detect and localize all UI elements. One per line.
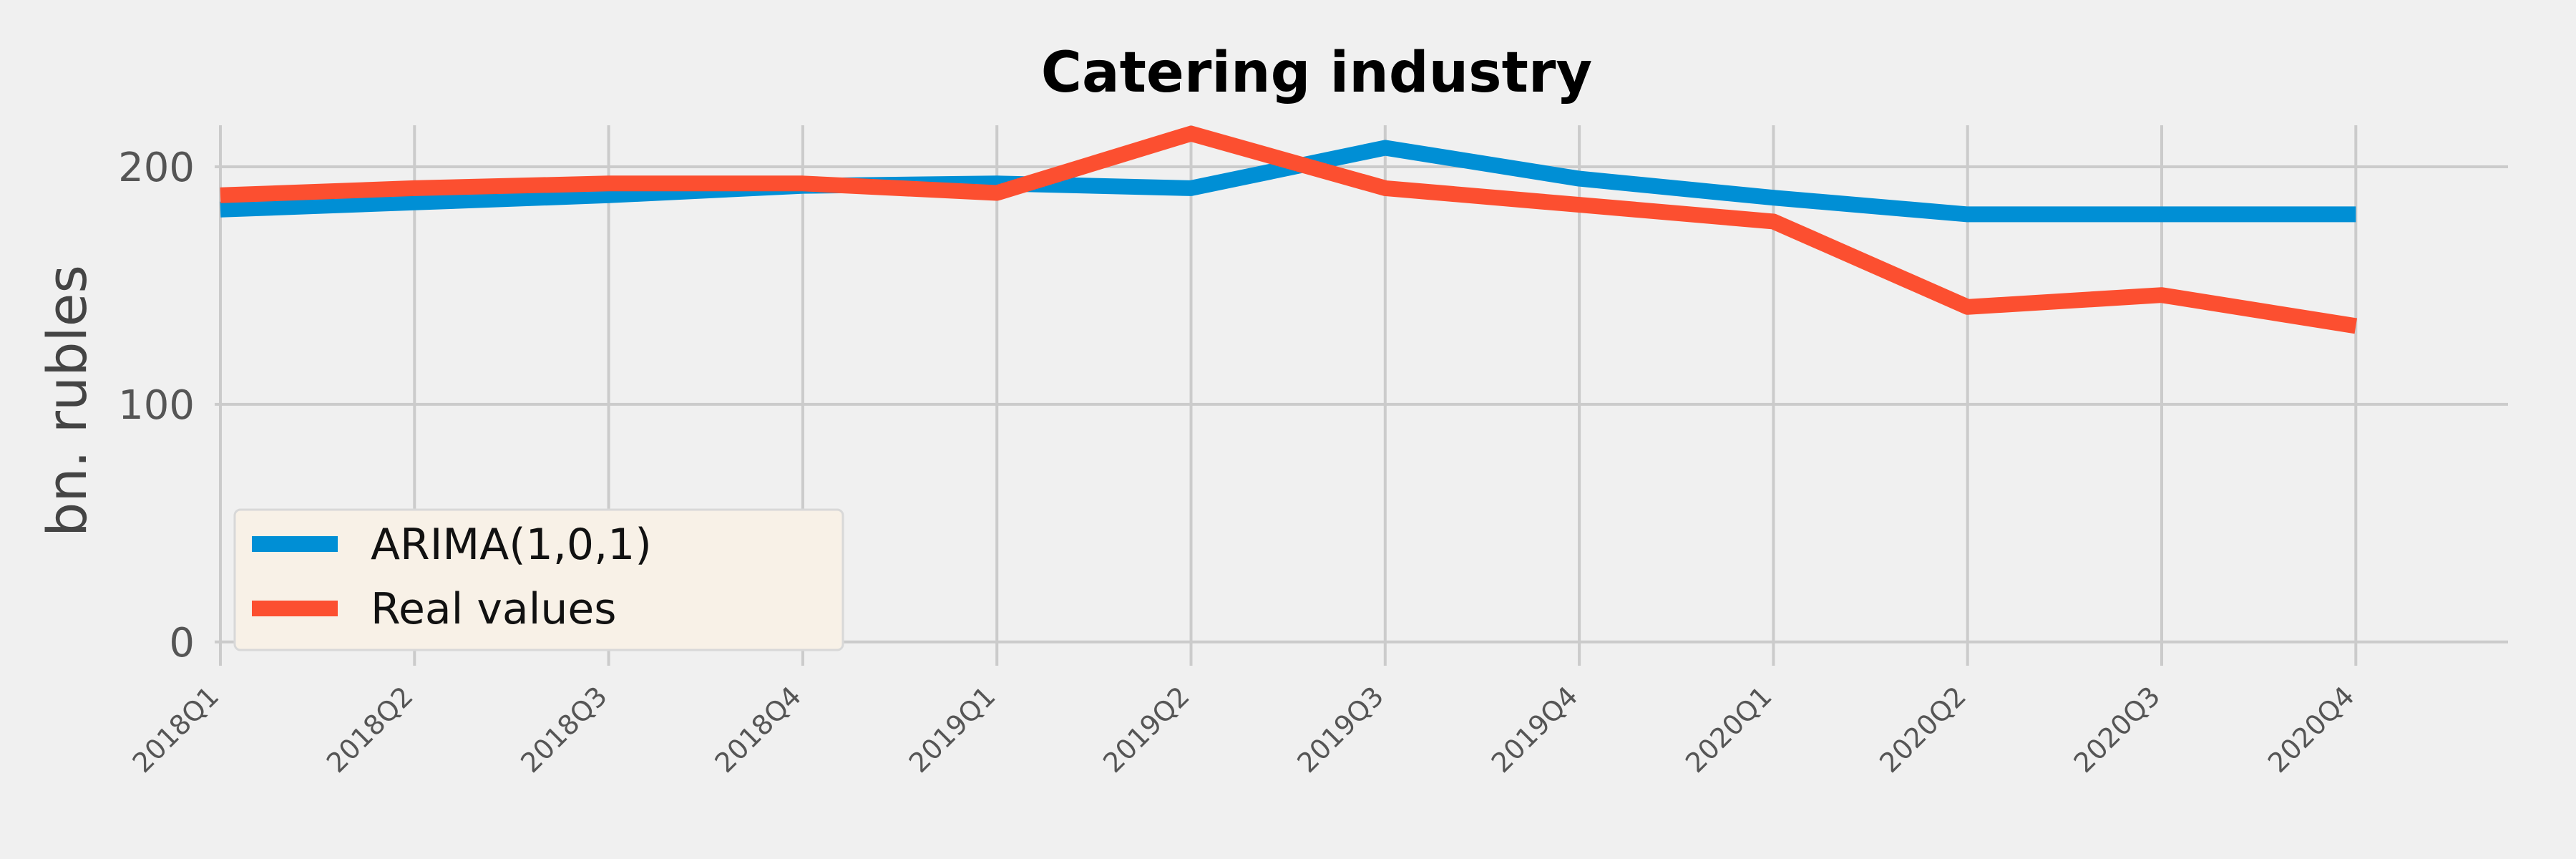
series-line-real-values — [220, 125, 2358, 334]
y-axis-label: bn. rubles — [35, 265, 99, 537]
grid — [215, 125, 2508, 666]
series-lines — [220, 125, 2358, 334]
y-tick-label: 200 — [118, 145, 195, 191]
chart-title: Catering industry — [1041, 41, 1592, 105]
y-tick-labels: 0 100 200 — [118, 145, 195, 666]
legend-box — [233, 508, 844, 651]
y-tick-label: 100 — [118, 382, 195, 429]
legend-label: ARIMA(1,0,1) — [371, 520, 652, 570]
y-tick-label: 0 — [169, 620, 195, 666]
legend: ARIMA(1,0,1) Real values — [233, 508, 844, 651]
legend-label: Real values — [371, 584, 617, 634]
